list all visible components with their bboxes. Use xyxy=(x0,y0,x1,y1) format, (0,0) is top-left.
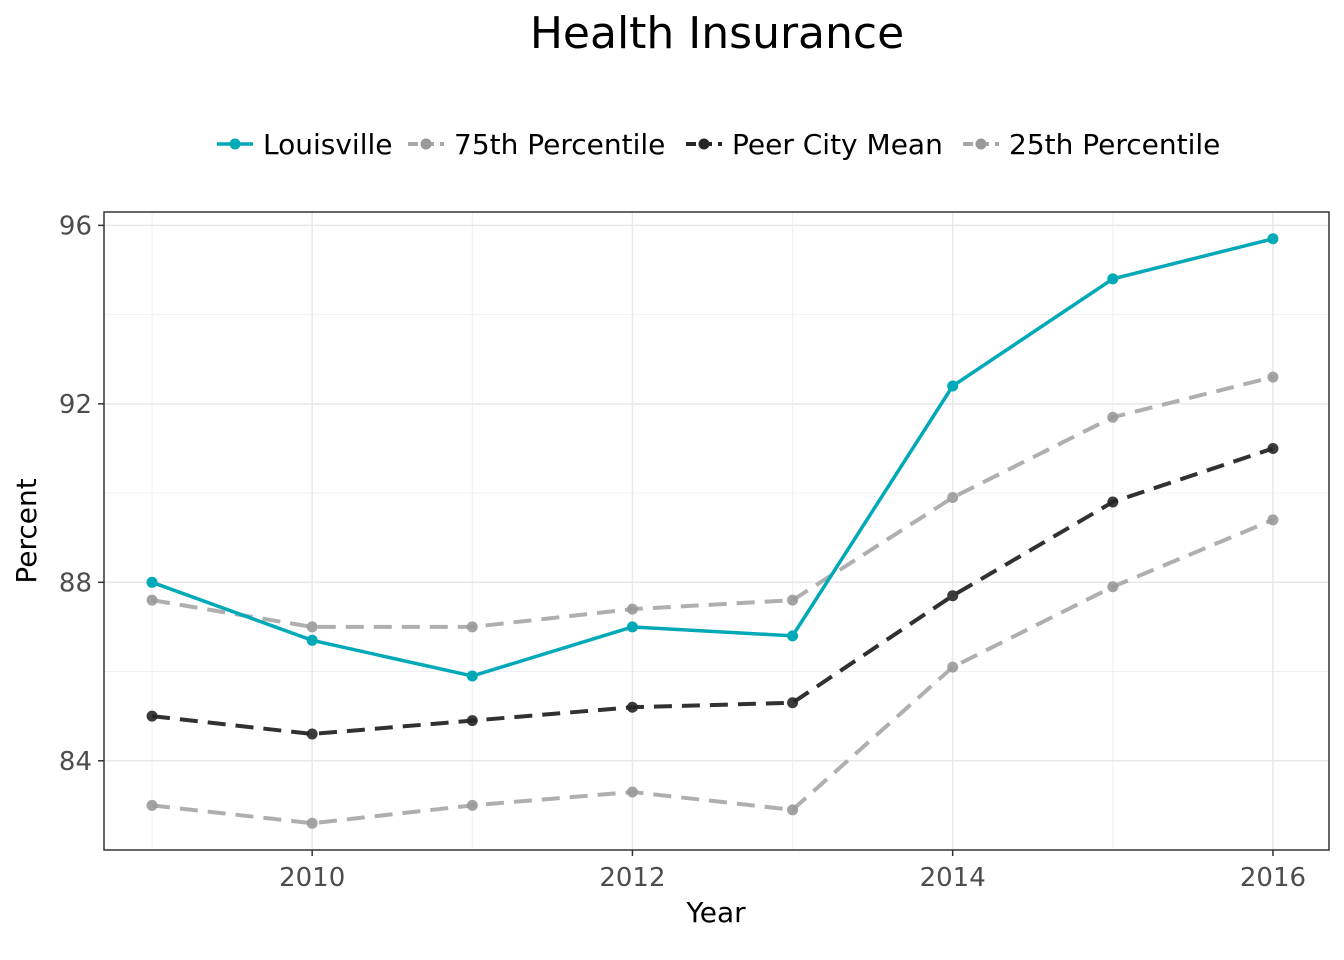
data-point xyxy=(1107,496,1119,508)
data-point xyxy=(306,728,318,740)
data-point xyxy=(947,661,959,673)
legend-item: Louisville xyxy=(217,128,393,161)
legend-key-point xyxy=(229,138,241,150)
data-point xyxy=(947,380,959,392)
series-line xyxy=(151,446,1274,737)
series-peer-city-mean xyxy=(146,442,1279,740)
data-point xyxy=(787,630,799,642)
data-point xyxy=(1107,411,1119,423)
chart-title: Health Insurance xyxy=(530,8,904,59)
legend-label: 25th Percentile xyxy=(1009,128,1220,161)
legend-label: 75th Percentile xyxy=(454,128,665,161)
series-25th-percentile xyxy=(146,514,1279,829)
data-point xyxy=(466,715,478,727)
legend-label: Peer City Mean xyxy=(732,128,943,161)
y-axis: 84 88 92 96 xyxy=(59,211,104,777)
x-tick-label: 2016 xyxy=(1240,863,1306,893)
data-point xyxy=(306,817,318,829)
data-point xyxy=(1107,581,1119,593)
legend-key-point xyxy=(420,138,432,150)
series-line xyxy=(151,375,1274,629)
legend-item: Peer City Mean xyxy=(686,128,943,161)
plot-panel-border xyxy=(103,211,1330,851)
data-point xyxy=(146,576,158,588)
legend-item: 25th Percentile xyxy=(963,128,1220,161)
y-tick-label: 84 xyxy=(59,747,92,777)
data-point xyxy=(626,786,638,798)
data-point xyxy=(1267,514,1279,526)
legend-key-point xyxy=(975,138,987,150)
y-axis-title: Percent xyxy=(10,478,43,583)
data-point xyxy=(146,594,158,606)
data-point xyxy=(146,799,158,811)
legend: Louisville 75th Percentile Peer City Mean 2… xyxy=(217,128,1220,161)
y-tick-label: 88 xyxy=(59,568,92,598)
data-point xyxy=(787,697,799,709)
x-tick-label: 2014 xyxy=(920,863,986,893)
legend-label: Louisville xyxy=(263,128,393,161)
data-point xyxy=(1267,442,1279,454)
data-point xyxy=(626,603,638,615)
x-tick-label: 2010 xyxy=(279,863,345,893)
y-tick-label: 96 xyxy=(59,211,92,241)
data-point xyxy=(146,710,158,722)
legend-key-point xyxy=(698,138,710,150)
series-line xyxy=(151,518,1274,826)
series-75th-percentile xyxy=(146,371,1279,633)
legend-item: 75th Percentile xyxy=(408,128,665,161)
y-tick-label: 92 xyxy=(59,390,92,420)
data-point xyxy=(787,804,799,816)
data-point xyxy=(306,621,318,633)
x-axis-title: Year xyxy=(685,896,746,929)
data-point xyxy=(947,590,959,602)
series-group xyxy=(146,233,1279,829)
data-point xyxy=(947,492,959,504)
series-line xyxy=(151,237,1274,678)
series-louisville xyxy=(146,233,1279,682)
data-point xyxy=(466,799,478,811)
data-point xyxy=(466,621,478,633)
data-point xyxy=(626,621,638,633)
data-point xyxy=(1107,273,1119,285)
data-point xyxy=(626,701,638,713)
grid xyxy=(104,212,1329,850)
data-point xyxy=(466,670,478,682)
data-point xyxy=(306,634,318,646)
x-axis: 2010 2012 2014 2016 xyxy=(279,850,1306,893)
data-point xyxy=(1267,233,1279,245)
data-point xyxy=(1267,371,1279,383)
x-tick-label: 2012 xyxy=(599,863,665,893)
data-point xyxy=(787,594,799,606)
